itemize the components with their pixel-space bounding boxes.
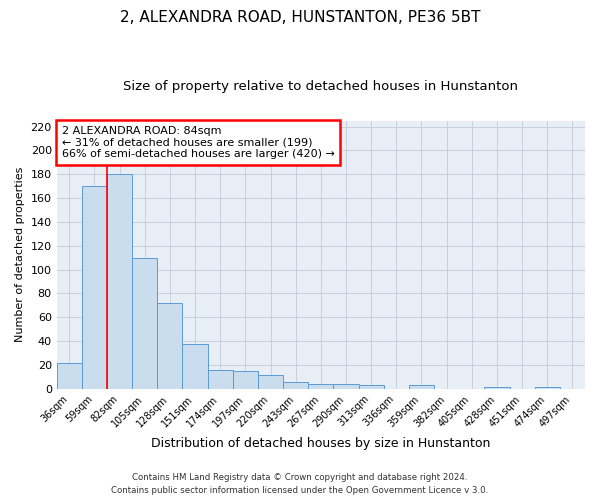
Bar bbox=[82, 186, 107, 389]
Y-axis label: Number of detached properties: Number of detached properties bbox=[15, 167, 25, 342]
Text: 2 ALEXANDRA ROAD: 84sqm
← 31% of detached houses are smaller (199)
66% of semi-d: 2 ALEXANDRA ROAD: 84sqm ← 31% of detache… bbox=[62, 126, 335, 159]
Bar bbox=[409, 386, 434, 389]
Bar bbox=[334, 384, 359, 389]
Bar bbox=[233, 371, 258, 389]
Bar bbox=[484, 386, 509, 389]
X-axis label: Distribution of detached houses by size in Hunstanton: Distribution of detached houses by size … bbox=[151, 437, 491, 450]
Text: 2, ALEXANDRA ROAD, HUNSTANTON, PE36 5BT: 2, ALEXANDRA ROAD, HUNSTANTON, PE36 5BT bbox=[120, 10, 480, 25]
Bar bbox=[208, 370, 233, 389]
Bar bbox=[107, 174, 132, 389]
Bar bbox=[157, 303, 182, 389]
Bar bbox=[132, 258, 157, 389]
Title: Size of property relative to detached houses in Hunstanton: Size of property relative to detached ho… bbox=[124, 80, 518, 93]
Bar bbox=[308, 384, 334, 389]
Bar bbox=[182, 344, 208, 389]
Bar bbox=[283, 382, 308, 389]
Bar bbox=[359, 386, 384, 389]
Bar bbox=[258, 374, 283, 389]
Bar bbox=[535, 386, 560, 389]
Bar bbox=[56, 362, 82, 389]
Text: Contains HM Land Registry data © Crown copyright and database right 2024.
Contai: Contains HM Land Registry data © Crown c… bbox=[112, 474, 488, 495]
